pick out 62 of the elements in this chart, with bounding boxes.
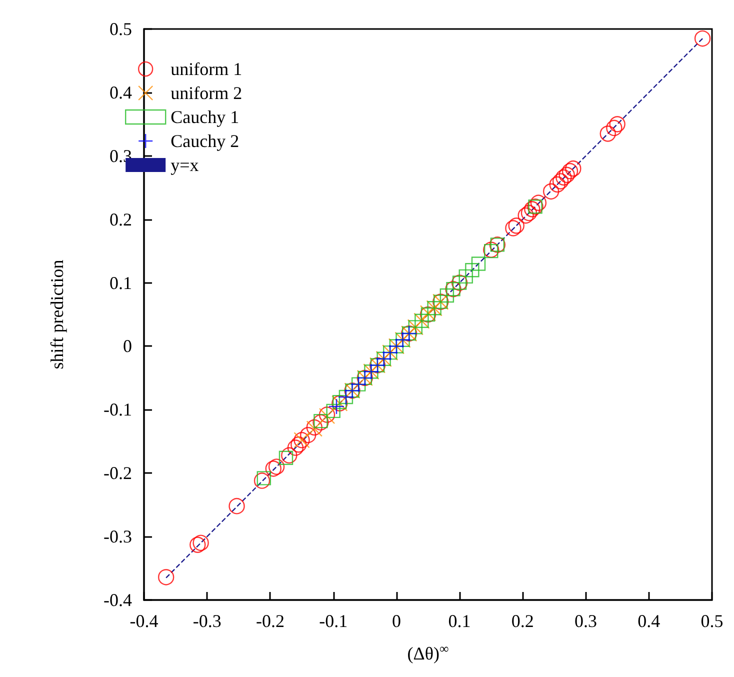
x-tick-label: 0.1 (448, 611, 471, 631)
x-tick-label: -0.4 (130, 611, 158, 631)
y-tick-label: 0 (123, 336, 132, 356)
point (326, 404, 340, 418)
point (552, 173, 569, 190)
x-tick-label: -0.1 (319, 611, 348, 631)
y-tick-label: -0.2 (104, 463, 132, 484)
legend-label: uniform 2 (170, 83, 242, 103)
point (268, 458, 285, 475)
point (549, 176, 566, 193)
x-tick-label: 0.2 (511, 611, 534, 631)
x-tick-label: 0 (392, 611, 401, 631)
point (518, 207, 534, 224)
point (471, 256, 486, 271)
point (458, 269, 473, 284)
x-tick-label: 0.5 (700, 611, 724, 631)
point (192, 534, 209, 551)
point (158, 569, 174, 586)
legend-label: Cauchy 1 (170, 107, 240, 127)
point (278, 450, 294, 465)
y-tick-label: -0.4 (104, 590, 132, 610)
point (300, 426, 316, 444)
y-tick-label: 0.4 (110, 82, 132, 102)
point (524, 201, 540, 218)
point (556, 169, 572, 186)
x-tick-label: 0.4 (638, 611, 660, 631)
legend-label: Cauchy 2 (170, 131, 240, 151)
point (520, 204, 538, 222)
x-tick-label: 0.3 (574, 611, 598, 631)
x-tick-label: -0.3 (192, 611, 222, 631)
point (465, 262, 480, 278)
point (508, 218, 524, 234)
point (281, 447, 298, 464)
y-tick-label: -0.1 (104, 400, 132, 420)
legend-label: y=x (170, 155, 199, 175)
y-tick-label: 0.1 (110, 272, 132, 293)
point (694, 30, 711, 47)
point (256, 471, 272, 486)
point (609, 116, 626, 132)
point (530, 194, 547, 211)
point (328, 398, 345, 415)
y-axis-title: shift prediction (47, 260, 67, 370)
point (565, 160, 582, 177)
point (265, 460, 282, 477)
point (562, 163, 578, 180)
point (254, 472, 270, 489)
point (290, 436, 307, 453)
point (600, 126, 616, 142)
point (505, 220, 522, 236)
point (440, 288, 454, 303)
legend-label: uniform 1 (170, 59, 242, 79)
point (606, 120, 622, 136)
x-tick-label: -0.2 (256, 611, 284, 631)
y-tick-label: 0.5 (110, 19, 132, 39)
point (228, 498, 245, 514)
y-tick-label: 0.2 (110, 209, 132, 230)
y-tick-label: -0.3 (104, 526, 132, 547)
x-axis-title: (Δθ)∞ (407, 641, 449, 664)
point (558, 166, 575, 184)
point (542, 183, 560, 200)
point (287, 440, 304, 456)
point (190, 536, 206, 553)
